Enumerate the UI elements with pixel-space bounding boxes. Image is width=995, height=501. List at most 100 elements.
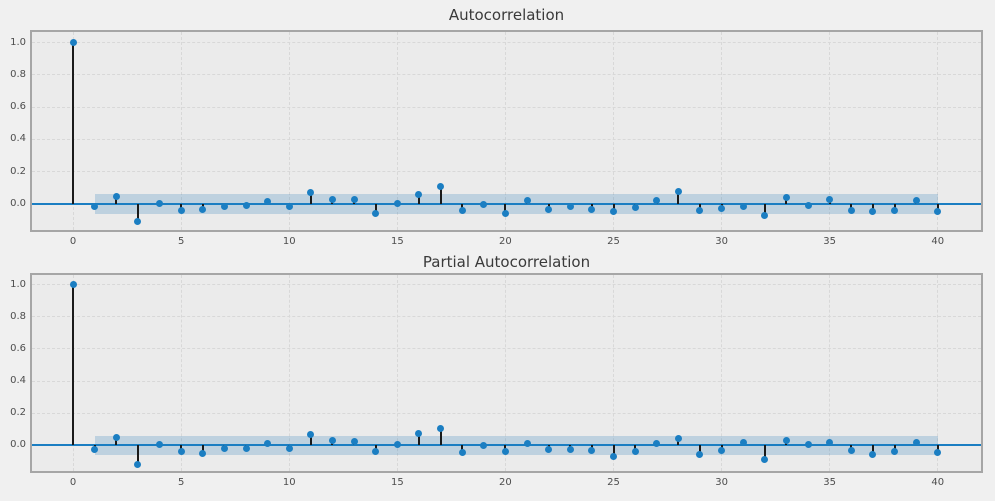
stem-line (417, 194, 420, 205)
stem-marker (328, 436, 336, 444)
horizontal-gridline (32, 138, 981, 140)
stem-marker (545, 206, 553, 214)
stem-line (871, 204, 874, 212)
stem-marker (869, 208, 877, 216)
x-tick-label: 30 (715, 477, 728, 488)
stem-line (763, 204, 766, 216)
x-tick-label: 5 (177, 477, 185, 488)
stem-line (439, 428, 442, 446)
stem-marker (242, 201, 250, 209)
stem-marker (156, 441, 164, 449)
stem-marker (631, 448, 639, 456)
stem-marker (177, 207, 185, 215)
vertical-gridline (180, 275, 182, 471)
stem-marker (804, 201, 812, 209)
stem-marker (264, 198, 272, 206)
stem-marker (112, 192, 120, 200)
stem-marker (566, 202, 574, 210)
stem-marker (458, 207, 466, 215)
acf-plot-area (30, 30, 983, 232)
stem-marker (285, 202, 293, 210)
stem-marker (891, 206, 899, 214)
stem-line (115, 196, 118, 205)
stem-marker (826, 438, 834, 446)
stem-marker (134, 461, 142, 469)
stem-line (439, 186, 442, 205)
vertical-gridline (504, 275, 506, 471)
stem-marker (523, 197, 531, 205)
zero-line (32, 444, 981, 447)
vertical-gridline (288, 32, 290, 230)
stem-marker (199, 206, 207, 214)
horizontal-gridline (32, 74, 981, 76)
stem-marker (480, 442, 488, 450)
stem-marker (69, 39, 77, 46)
vertical-gridline (613, 32, 614, 230)
stem-marker (847, 446, 855, 454)
stem-marker (307, 189, 315, 196)
vertical-gridline (721, 275, 723, 471)
zero-line (32, 203, 981, 206)
stem-line (763, 445, 766, 460)
stem-marker (393, 200, 401, 208)
horizontal-gridline (32, 348, 981, 350)
stem-line (461, 445, 464, 453)
stem-marker (653, 196, 661, 204)
pacf-plot-area (30, 273, 983, 473)
stem-marker (891, 447, 899, 455)
stem-marker (134, 218, 142, 226)
y-tick-label: 1.0 (10, 36, 26, 48)
stem-marker (588, 206, 596, 214)
stem-marker (156, 199, 164, 207)
vertical-gridline (829, 275, 831, 471)
y-tick-label: 0.4 (10, 133, 26, 145)
y-tick-label: 1.0 (10, 278, 26, 290)
stem-marker (847, 206, 855, 214)
y-tick-label: 0.4 (10, 375, 26, 387)
stem-marker (220, 202, 228, 210)
stem-line (871, 445, 874, 455)
stem-marker (177, 447, 185, 455)
pacf-title: Partial Autocorrelation (422, 253, 591, 271)
stem-marker (739, 438, 747, 446)
stem-marker (523, 439, 531, 447)
x-tick-label: 15 (390, 477, 404, 488)
stem-marker (112, 434, 120, 442)
x-tick-label: 30 (715, 236, 728, 247)
x-tick-label: 20 (499, 236, 512, 247)
acf-title: Autocorrelation (448, 6, 565, 24)
y-tick-label: 0.8 (10, 310, 26, 322)
stem-marker (480, 200, 488, 208)
stem-marker (739, 202, 747, 210)
stem-marker (69, 281, 77, 289)
vertical-gridline (288, 275, 290, 471)
stem-marker (91, 203, 99, 211)
stem-marker (674, 434, 682, 442)
vertical-gridline (504, 32, 506, 230)
x-tick-label: 35 (823, 477, 837, 488)
vertical-gridline (396, 275, 398, 471)
stem-marker (307, 431, 315, 439)
stem-marker (696, 450, 704, 458)
horizontal-gridline (32, 171, 981, 173)
stem-marker (350, 196, 358, 204)
stem-marker (328, 196, 336, 204)
x-tick-label: 40 (931, 236, 945, 247)
stem-line (201, 445, 204, 454)
stem-line (309, 434, 312, 446)
x-tick-label: 0 (69, 236, 77, 247)
y-tick-label: 0.6 (10, 342, 26, 354)
vertical-gridline (937, 275, 939, 471)
stem-marker (761, 211, 769, 219)
stem-marker (782, 436, 790, 444)
stem-marker (610, 207, 617, 215)
stem-marker (415, 429, 423, 437)
stem-marker (761, 456, 769, 464)
stem-line (136, 445, 139, 465)
stem-marker (285, 445, 293, 452)
x-tick-label: 10 (282, 477, 296, 488)
stem-marker (588, 447, 596, 455)
stem-marker (696, 206, 704, 214)
stem-marker (199, 449, 207, 457)
y-tick-label: 0.2 (10, 165, 26, 177)
